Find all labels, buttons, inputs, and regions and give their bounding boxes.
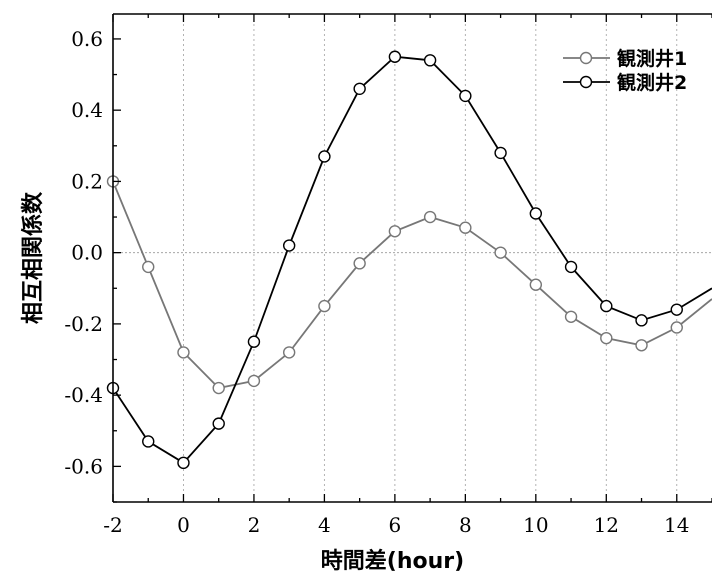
series-1-point	[459, 221, 472, 234]
series-1-point	[212, 381, 225, 395]
series-2-point	[564, 260, 578, 274]
series-1-point	[177, 346, 190, 359]
y-axis-title: 相互相関係数	[20, 191, 46, 324]
x-tick-label: 2	[248, 513, 261, 537]
y-tick-label: -0.2	[64, 312, 103, 336]
legend-marker-series-2	[579, 75, 593, 89]
x-tick-label: 4	[318, 513, 331, 537]
series-1-point	[388, 225, 402, 238]
y-tick-label: -0.4	[64, 383, 103, 407]
series-2-point	[423, 54, 437, 67]
series-1-point	[564, 310, 578, 323]
series-1-point	[282, 346, 296, 359]
legend-label-series-1: 観測井1	[617, 47, 687, 70]
y-tick-label: 0.2	[71, 169, 103, 193]
series-1-point	[600, 331, 613, 345]
series-1-point	[494, 246, 507, 259]
series-2-point	[212, 417, 225, 430]
x-tick-label: 6	[389, 513, 402, 537]
series-2-point	[459, 89, 472, 103]
series-line-2	[112, 55, 712, 464]
series-1-point	[318, 299, 331, 313]
axes	[112, 13, 712, 503]
series-2-point	[600, 299, 613, 313]
x-tick-label: 10	[523, 513, 548, 537]
x-tick-label: 12	[594, 513, 619, 537]
x-tick-label: -2	[103, 513, 122, 537]
series-2-point	[353, 82, 366, 96]
series-2-point	[142, 435, 155, 448]
series-1-point	[635, 339, 648, 352]
series-2-point	[318, 150, 331, 163]
x-tick-label: 8	[459, 513, 472, 537]
series-1-point	[423, 210, 437, 224]
ticks: -2 0 2 4 6 8 10 12 14 -0.6 -0.4 -0.2 0.0 0.2 0.4 0.6	[64, 14, 712, 537]
series-2-point	[670, 303, 683, 316]
legend-marker-series-1	[579, 51, 593, 65]
series-2-point	[494, 146, 507, 160]
series-2-point	[529, 207, 543, 220]
series-1-point	[142, 260, 155, 274]
series-1-point	[529, 278, 543, 291]
series-1-point	[670, 321, 683, 334]
series-line-1	[112, 181, 712, 389]
series-2-point	[247, 335, 261, 348]
legend: 観測井1 観測井2	[563, 47, 687, 94]
series-2-point	[388, 50, 402, 63]
series-1-point	[247, 374, 261, 388]
series-2-point	[177, 456, 190, 470]
legend-label-series-2: 観測井2	[617, 71, 687, 94]
y-tick-label: 0.0	[71, 241, 103, 265]
series-2-point	[282, 239, 296, 252]
x-tick-label: 0	[177, 513, 190, 537]
x-axis-title: 時間差(hour)	[321, 548, 464, 574]
series-layer	[106, 50, 712, 470]
series-2-point	[635, 314, 648, 327]
y-tick-label: -0.6	[64, 454, 103, 478]
x-tick-label: 14	[664, 513, 689, 537]
y-tick-label: 0.4	[71, 98, 103, 122]
y-tick-label: 0.6	[71, 27, 103, 51]
grid	[113, 14, 712, 502]
series-1-point	[353, 257, 366, 270]
